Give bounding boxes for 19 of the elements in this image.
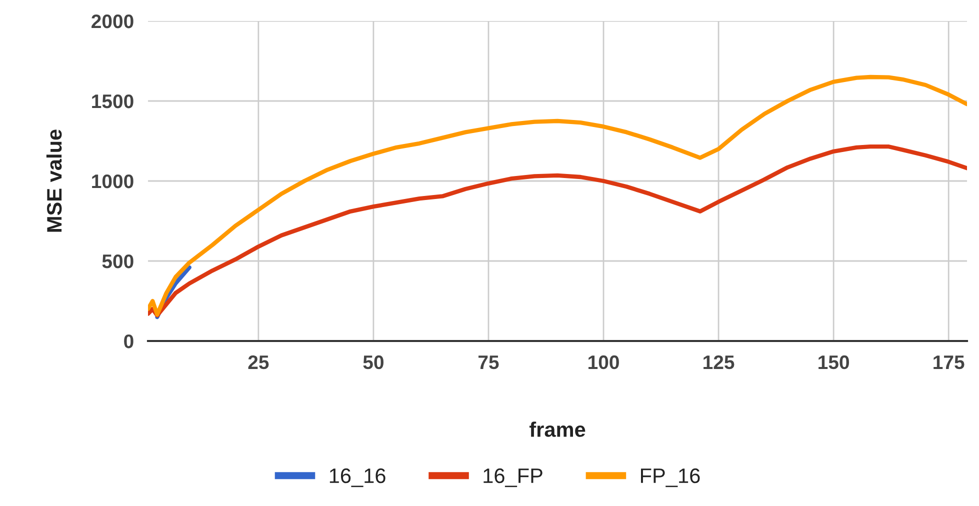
legend-label: 16_16: [330, 468, 386, 488]
x-tick-label: 125: [704, 355, 734, 370]
legend-label: 16_FP: [484, 468, 542, 488]
line-series: [148, 74, 967, 317]
x-tick-label: 100: [588, 355, 619, 370]
x-axis-title: frame: [529, 422, 586, 437]
x-tick-label: 150: [818, 355, 849, 370]
legend-label: FP_16: [641, 468, 700, 488]
y-tick-label: 1500: [92, 94, 134, 108]
x-tick-label: 25: [248, 355, 269, 370]
x-tick-label: 75: [478, 356, 499, 370]
y-axis-title: MSE value: [46, 130, 62, 232]
y-tick-label: 0: [124, 334, 134, 348]
x-tick-label: 50: [363, 355, 384, 370]
y-tick-label: 1000: [92, 174, 134, 188]
y-tick-label: 500: [102, 254, 134, 268]
y-tick-label: 2000: [92, 14, 134, 28]
x-tick-label: 175: [934, 356, 964, 370]
line-series: [148, 144, 967, 318]
